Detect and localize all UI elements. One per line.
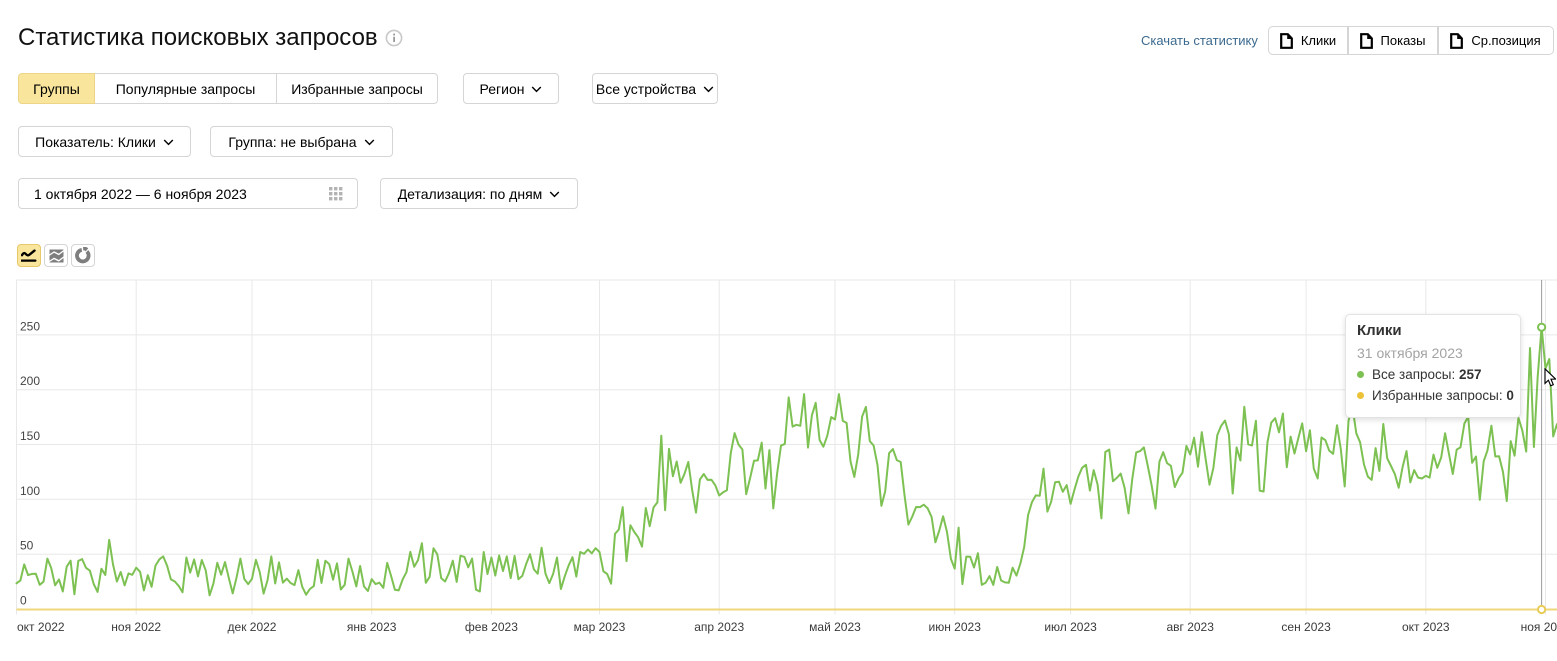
svg-text:150: 150: [20, 429, 40, 443]
svg-text:янв 2023: янв 2023: [347, 620, 397, 634]
svg-text:ноя 2022: ноя 2022: [111, 620, 161, 634]
svg-text:окт 2022: окт 2022: [17, 620, 65, 634]
svg-text:фев 2023: фев 2023: [465, 620, 518, 634]
svg-text:апр 2023: апр 2023: [694, 620, 744, 634]
svg-text:июн 2023: июн 2023: [929, 620, 982, 634]
svg-text:июл 2023: июл 2023: [1044, 620, 1097, 634]
svg-text:250: 250: [20, 319, 40, 333]
svg-text:мар 2023: мар 2023: [574, 620, 626, 634]
svg-text:100: 100: [20, 484, 40, 498]
svg-text:0: 0: [20, 594, 27, 608]
svg-text:ноя 2023: ноя 2023: [1521, 620, 1557, 634]
svg-text:50: 50: [20, 539, 34, 553]
svg-text:сен 2023: сен 2023: [1281, 620, 1331, 634]
svg-text:окт 2023: окт 2023: [1402, 620, 1450, 634]
svg-text:авг 2023: авг 2023: [1166, 620, 1214, 634]
svg-text:дек 2022: дек 2022: [228, 620, 277, 634]
svg-text:200: 200: [20, 374, 40, 388]
svg-text:май 2023: май 2023: [809, 620, 861, 634]
